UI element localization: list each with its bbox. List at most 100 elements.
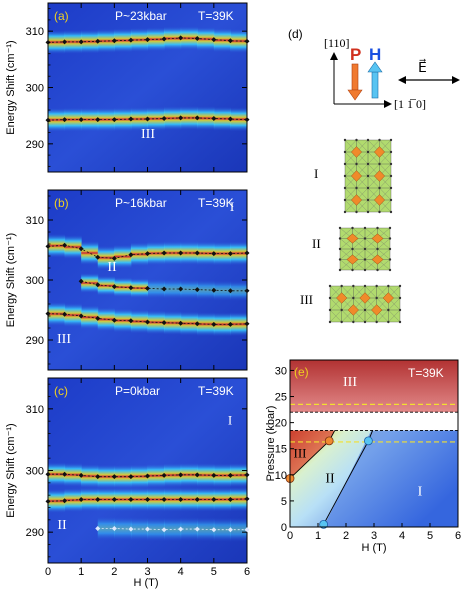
intensity-band [97, 107, 115, 132]
orange-octahedron [346, 254, 359, 265]
lattice-bond [364, 297, 377, 311]
y-tick-label: 10 [275, 470, 287, 482]
intensity-band [130, 487, 148, 512]
y-tick-label: 290 [26, 527, 44, 539]
intensity-band [130, 242, 148, 267]
data-point [194, 35, 200, 41]
lattice-bond [364, 248, 378, 260]
data-point [227, 527, 233, 533]
panel-e: 0 1 2 3 4 5 6 30 25 20 15 10 5 0 H (T) Pressure (kbar) (… [265, 359, 461, 554]
lattice-atom [340, 284, 343, 288]
panel-e-ylabel: Pressure (kbar) [265, 406, 277, 482]
phase-label: I [228, 412, 232, 427]
h-label: H [369, 45, 381, 64]
lattice-atom [363, 308, 367, 312]
intensity-band [147, 517, 165, 542]
data-point [227, 472, 233, 478]
x-tick-label: 3 [144, 566, 150, 578]
intensity-band [213, 312, 231, 337]
lattice-bond [367, 139, 380, 153]
phase-label: I [418, 485, 423, 500]
panel-e-xlabel: H (T) [361, 542, 386, 554]
phase-label: II [325, 472, 335, 487]
y-axis-label: Energy Shift (cm⁻¹) [5, 40, 17, 134]
data-point [244, 496, 250, 502]
h-arrow-icon [367, 61, 383, 73]
data-point [111, 474, 117, 480]
orange-octahedron [373, 194, 386, 206]
lattice-atom [338, 226, 342, 230]
y-tick-label: 30 [275, 365, 287, 377]
lattice-atom [398, 296, 402, 300]
lattice-atom [343, 210, 347, 214]
panel-d: (d) [110] [1 1̅ 0] P H E⃗ I II III [288, 27, 460, 324]
lattice-bond [344, 163, 357, 177]
y-tick-label: 5 [281, 496, 287, 508]
intensity-band [230, 280, 248, 301]
x-tick-label: 6 [244, 566, 250, 578]
intensity-band [114, 28, 132, 53]
lattice-bond [353, 309, 366, 323]
data-point [95, 525, 101, 531]
h-arrow-shaft [371, 71, 379, 99]
lattice-atom [352, 284, 355, 288]
lattice-bond [341, 297, 354, 311]
lattice-atom [363, 247, 367, 251]
phase-label: III [57, 332, 71, 347]
lattice-atom [378, 210, 381, 214]
e-arrow-right-icon [452, 76, 460, 84]
data-point [161, 496, 167, 502]
lattice-atom [340, 308, 343, 312]
series-line [97, 528, 247, 531]
panel-c [47, 377, 248, 564]
orange-octahedron [373, 146, 386, 158]
data-point [227, 251, 233, 257]
lattice-atom [363, 258, 367, 261]
data-point [145, 116, 150, 122]
data-point [78, 313, 84, 319]
data-point [145, 496, 150, 502]
data-point [62, 471, 68, 477]
lattice-atom [355, 162, 358, 166]
lattice-atom [352, 296, 355, 300]
axis-up-label: [110] [324, 36, 350, 50]
y-tick-label: 20 [275, 418, 287, 430]
lattice-atom [366, 138, 370, 142]
lattice-atom [343, 174, 347, 178]
y-tick-label: 290 [26, 335, 44, 347]
lattice-atom [388, 226, 392, 230]
intensity-band [213, 463, 231, 488]
lattice-atom [343, 186, 347, 190]
intensity-band [114, 277, 132, 298]
lattice-atom [351, 247, 354, 251]
lattice-atom [387, 320, 390, 324]
lattice-atom [378, 138, 381, 142]
axis-right-label: [1 1̅ 0] [394, 97, 426, 111]
data-point [178, 320, 184, 326]
x-tick-label: 4 [399, 530, 405, 542]
orange-octahedron [371, 304, 383, 316]
orange-octahedron [350, 170, 363, 182]
intensity-band [81, 241, 99, 265]
panel-label: (c) [54, 384, 68, 398]
p-arrow-shaft [351, 63, 359, 91]
x-tick-label: 6 [455, 530, 461, 542]
structure-III-illustration [328, 284, 402, 324]
intensity-band [130, 278, 148, 299]
data-point [62, 117, 68, 123]
lattice-atom [376, 268, 379, 272]
temperature-label: T=39K [198, 384, 234, 398]
e-label: E⃗ [418, 58, 427, 76]
y-tick-label: 290 [26, 139, 44, 151]
x-tick-label: 2 [343, 530, 349, 542]
lattice-bond [329, 309, 342, 323]
structure-label-1: I [314, 166, 318, 181]
intensity-band [114, 464, 132, 489]
data-point [161, 115, 167, 121]
data-point [111, 496, 117, 502]
lattice-atom [388, 268, 392, 272]
intensity-band [230, 312, 248, 337]
intensity-band [130, 464, 148, 489]
x-tick-label: 0 [287, 530, 293, 542]
data-point [244, 321, 250, 327]
